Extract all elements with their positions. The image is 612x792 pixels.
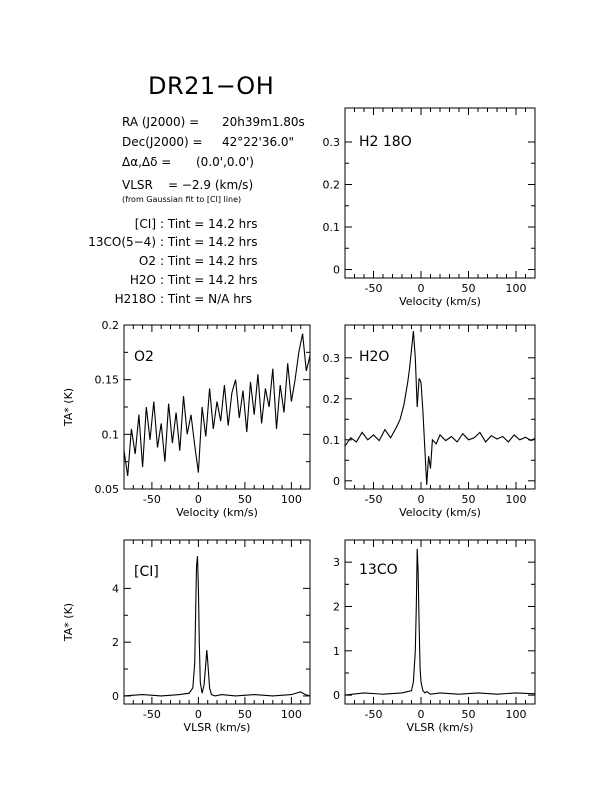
dec-value: 42°22'36.0": [222, 135, 294, 149]
spectrum-line: [344, 548, 536, 696]
ra-value: 20h39m1.80s: [222, 115, 305, 129]
x-tick-label: 50: [238, 493, 252, 506]
x-tick-label: 0: [195, 708, 202, 721]
y-tick-label: 3: [333, 556, 340, 569]
x-tick-label: 0: [418, 708, 425, 721]
y-tick-label: 0.2: [102, 319, 120, 332]
int-line-3: H2O: [130, 273, 156, 287]
y-tick-label: 0: [333, 264, 340, 277]
x-axis-label: Velocity (km/s): [176, 506, 258, 519]
panel-h218o: -50 0 50 100 0 0.1 0.2 0.3 Velocity (km/s) H2 18O: [323, 107, 536, 308]
y-axis-label: TA* (K): [62, 388, 75, 427]
y-tick-label: 0.1: [102, 428, 120, 441]
y-tick-label: 0.1: [323, 434, 341, 447]
spectrum-line: [123, 333, 311, 476]
panel-label: 13CO: [359, 562, 398, 578]
x-tick-label: 0: [195, 493, 202, 506]
x-tick-label: -50: [143, 493, 161, 506]
int-text-1: : Tint = 14.2 hrs: [160, 235, 257, 249]
panel-h2o: -50 0 50 100 0 0.1 0.2 0.3 Velocity (km/s) H2O: [323, 324, 536, 519]
int-line-2: O2: [139, 254, 156, 268]
panel-label: H2 18O: [359, 134, 412, 150]
x-tick-label: -50: [365, 493, 383, 506]
x-tick-label: 0: [418, 282, 425, 295]
spectrum-line: [123, 556, 311, 697]
y-tick-label: 0.3: [323, 136, 341, 149]
x-tick-label: 50: [462, 282, 476, 295]
x-tick-label: 100: [281, 708, 302, 721]
y-tick-label: 0: [333, 475, 340, 488]
panel-13co: -50 0 50 100 0 1 2 3 VLSR (km/s) 13CO: [333, 539, 536, 734]
int-text-3: : Tint = 14.2 hrs: [160, 273, 257, 287]
y-axis-label: TA* (K): [62, 603, 75, 642]
vlsr-value: = −2.9 (km/s): [168, 178, 253, 192]
int-line-1: 13CO(5−4): [88, 235, 156, 249]
x-tick-label: 50: [238, 708, 252, 721]
panel-label: O2: [134, 349, 154, 365]
ra-label: RA (J2000) =: [122, 115, 199, 129]
int-line-0: [CI]: [135, 217, 156, 231]
y-tick-label: 4: [112, 582, 119, 595]
y-tick-label: 0.1: [323, 221, 341, 234]
panel-ci: -50 0 50 100 0 2 4 VLSR (km/s) TA* (K) [CI]: [62, 539, 311, 734]
int-text-2: : Tint = 14.2 hrs: [160, 254, 257, 268]
y-tick-label: 0: [333, 689, 340, 702]
x-tick-label: 100: [506, 493, 527, 506]
x-axis-label: VLSR (km/s): [407, 721, 474, 734]
spectrum-line: [344, 331, 536, 485]
x-axis-label: Velocity (km/s): [399, 295, 481, 308]
observation-info: RA (J2000) = 20h39m1.80s Dec(J2000) = 42…: [88, 115, 305, 306]
y-tick-label: 0.2: [323, 179, 341, 192]
y-tick-label: 2: [333, 600, 340, 613]
x-tick-label: -50: [143, 708, 161, 721]
int-text-4: : Tint = N/A hrs: [160, 292, 252, 306]
x-axis-label: VLSR (km/s): [184, 721, 251, 734]
figure-title: DR21−OH: [148, 72, 274, 100]
x-tick-label: 50: [462, 708, 476, 721]
offset-value: (0.0',0.0'): [196, 155, 254, 169]
x-tick-label: 0: [418, 493, 425, 506]
y-tick-label: 0.3: [323, 352, 341, 365]
x-tick-label: 50: [462, 493, 476, 506]
x-tick-label: 100: [506, 708, 527, 721]
x-tick-label: -50: [365, 282, 383, 295]
dec-label: Dec(J2000) =: [122, 135, 203, 149]
vlsr-note: (from Gaussian fit to [CI] line): [122, 195, 241, 204]
panel-label: H2O: [359, 349, 389, 365]
x-axis-label: Velocity (km/s): [399, 506, 481, 519]
y-tick-label: 0.15: [95, 374, 120, 387]
y-tick-label: 1: [333, 645, 340, 658]
panel-o2: -50 0 50 100 0.05 0.1 0.15 0.2 Velocity (km/s) TA…: [62, 319, 311, 519]
vlsr-label: VLSR: [122, 178, 153, 192]
y-tick-label: 0.05: [95, 483, 120, 496]
y-tick-label: 2: [112, 636, 119, 649]
int-line-4: H218O: [115, 292, 156, 306]
y-tick-label: 0.2: [323, 393, 341, 406]
offset-label: Δα,Δδ =: [122, 155, 171, 169]
int-text-0: : Tint = 14.2 hrs: [160, 217, 257, 231]
x-tick-label: -50: [365, 708, 383, 721]
x-tick-label: 100: [506, 282, 527, 295]
y-tick-label: 0: [112, 690, 119, 703]
x-tick-label: 100: [281, 493, 302, 506]
panel-label: [CI]: [134, 564, 159, 580]
